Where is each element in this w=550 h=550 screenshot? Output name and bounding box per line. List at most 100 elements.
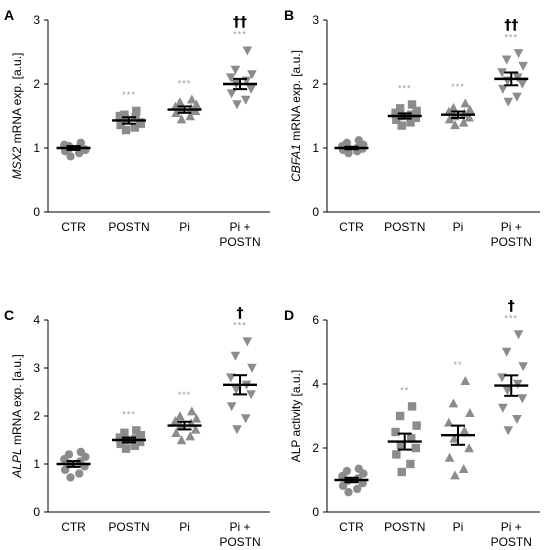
group-1: CTR xyxy=(334,136,369,234)
data-point xyxy=(121,125,131,135)
data-point xyxy=(187,94,197,104)
data-point xyxy=(176,435,187,445)
y-axis-label: CBFA1 mRNA exp. [a.u.] xyxy=(289,50,303,182)
x-tick-label: POSTN xyxy=(491,235,532,249)
x-tick-label: POSTN xyxy=(108,520,149,534)
data-point xyxy=(513,330,524,340)
data-point xyxy=(171,428,181,437)
data-point xyxy=(116,120,125,130)
group-1: CTR xyxy=(334,464,369,534)
data-point xyxy=(512,415,522,424)
data-point xyxy=(354,136,363,145)
panel-letter: D xyxy=(284,307,294,323)
data-point xyxy=(130,123,139,132)
y-axis-label-text: ALP activity [a.u.] xyxy=(289,370,303,463)
significance-label: *** xyxy=(398,83,412,93)
significance-label: ** xyxy=(453,360,462,370)
x-tick-label: Pi xyxy=(453,220,464,234)
panel-letter: A xyxy=(4,7,14,23)
significance-label: ** xyxy=(400,385,409,395)
data-point xyxy=(120,428,129,437)
data-point xyxy=(407,110,416,119)
axes xyxy=(44,19,270,213)
dagger-label: †† xyxy=(504,17,518,33)
significance-label: *** xyxy=(233,30,247,40)
data-point xyxy=(76,447,86,457)
data-point xyxy=(498,403,508,413)
data-point xyxy=(497,68,507,78)
data-point xyxy=(464,443,474,453)
data-point xyxy=(240,95,251,105)
data-point xyxy=(512,379,523,389)
data-point xyxy=(185,431,196,441)
data-point xyxy=(448,102,459,112)
data-point xyxy=(66,473,75,482)
data-point xyxy=(190,424,201,434)
x-tick-label: POSTN xyxy=(491,535,532,549)
x-tick-label: CTR xyxy=(339,520,364,534)
data-point xyxy=(395,411,405,421)
x-tick-label: Pi xyxy=(179,520,190,534)
y-tick-label: 1 xyxy=(33,141,40,155)
data-point xyxy=(459,425,470,435)
x-tick-label: Pi + xyxy=(501,520,522,534)
data-point xyxy=(132,426,141,435)
panel-letter: B xyxy=(284,7,294,23)
data-point xyxy=(232,100,242,110)
data-point xyxy=(411,443,421,453)
data-point xyxy=(75,469,84,478)
group-2: POSTN ** xyxy=(384,385,425,534)
y-axis-label: ALPL mRNA exp. [a.u.] xyxy=(10,354,24,478)
data-point xyxy=(354,464,363,473)
data-point xyxy=(450,470,460,480)
group-2: POSTN *** xyxy=(108,409,149,534)
y-tick-label: 6 xyxy=(312,313,319,327)
data-point xyxy=(458,464,469,473)
data-point xyxy=(132,106,141,116)
data-point xyxy=(396,440,406,449)
x-tick-label: POSTN xyxy=(108,220,149,234)
data-point xyxy=(518,61,528,71)
group-1: CTR xyxy=(56,447,91,534)
data-point xyxy=(135,437,145,447)
data-point xyxy=(226,89,237,99)
data-point xyxy=(407,402,417,411)
group-2: POSTN *** xyxy=(384,83,425,234)
data-point xyxy=(460,98,471,108)
data-point xyxy=(342,138,352,148)
data-point xyxy=(121,444,131,453)
data-point xyxy=(407,434,416,443)
data-point xyxy=(342,466,352,476)
data-point xyxy=(240,414,251,424)
significance-label: *** xyxy=(504,313,518,323)
data-point xyxy=(136,431,146,440)
y-tick-label: 3 xyxy=(33,13,40,27)
group-3: Pi *** xyxy=(167,78,202,234)
data-point xyxy=(226,402,237,412)
data-point xyxy=(518,362,528,372)
data-point xyxy=(115,111,125,121)
x-tick-label: Pi xyxy=(179,220,190,234)
data-point xyxy=(76,138,86,148)
data-point xyxy=(412,106,421,116)
data-point xyxy=(121,115,130,124)
data-point xyxy=(450,120,460,130)
data-point xyxy=(247,70,257,80)
y-tick-label: 4 xyxy=(312,377,319,391)
y-axis-label-gene: CBFA1 xyxy=(289,144,303,182)
data-point xyxy=(512,92,522,102)
data-point xyxy=(175,97,185,107)
y-axis-label-text: mRNA exp. [a.u.] xyxy=(289,50,303,144)
x-tick-label: Pi + xyxy=(501,220,522,234)
data-point xyxy=(64,450,74,459)
data-point xyxy=(395,104,405,113)
data-point xyxy=(392,450,401,459)
group-2: POSTN *** xyxy=(108,90,149,234)
y-tick-label: 3 xyxy=(33,361,40,375)
data-point xyxy=(503,426,514,436)
group-4: Pi +POSTN ***† xyxy=(491,298,532,549)
